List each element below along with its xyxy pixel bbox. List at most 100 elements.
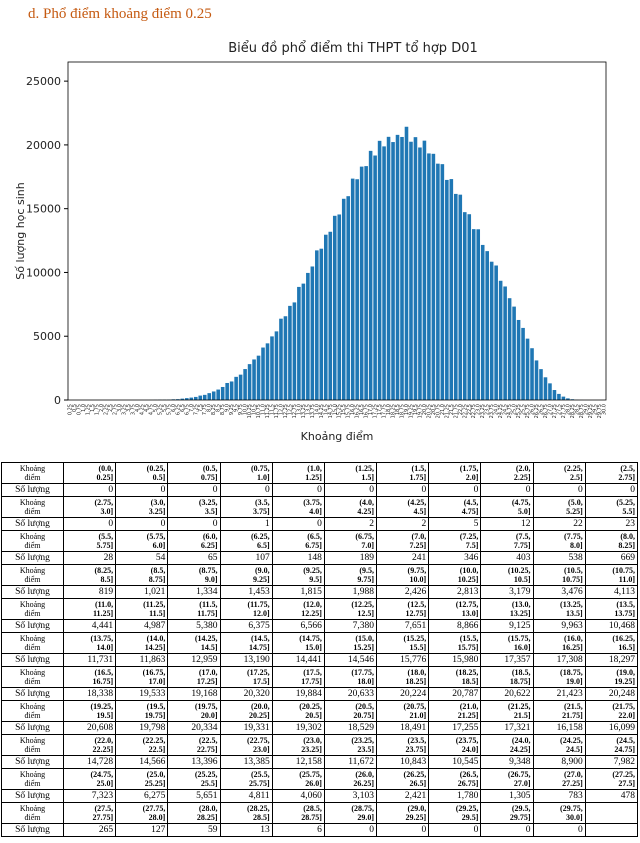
interval-cell: (7.5, 7.75]	[480, 530, 534, 552]
interval-cell-text: (13.25, 13.5]	[560, 600, 583, 618]
interval-cell-text: (14.0, 14.25]	[144, 634, 166, 652]
x-tick-label: 5.75	[166, 404, 172, 415]
count-cell-text: 13	[260, 824, 270, 835]
count-cell: 1	[219, 517, 273, 531]
interval-cell: (0.5, 0.75]	[167, 462, 221, 484]
count-cell-text: 13,190	[243, 654, 270, 665]
bar	[368, 150, 373, 400]
count-cell-text: 54	[155, 552, 166, 563]
bar	[359, 166, 364, 400]
count-cell-text: 20,608	[87, 722, 114, 733]
interval-cell-text: (27.0, 27.25]	[562, 770, 583, 788]
interval-cell-text: (8.5, 8.75]	[148, 566, 166, 584]
row-header: Số lượng	[1, 721, 64, 735]
count-cell-text: 20,334	[191, 722, 218, 733]
row-header-text: Số lượng	[15, 654, 50, 665]
bar	[427, 153, 431, 400]
x-tick-label: 20.25	[426, 404, 432, 418]
bar	[283, 316, 288, 400]
interval-cell-text: (17.0, 17.25]	[196, 668, 218, 686]
interval-cell: (1.5, 1.75]	[376, 462, 430, 484]
y-tick-label: 10000	[26, 266, 61, 279]
bar	[364, 166, 368, 400]
bar	[220, 386, 225, 400]
count-cell: 18,338	[62, 687, 117, 701]
interval-cell: (22.5, 22.75]	[167, 734, 221, 756]
x-tick-label: 9.25	[229, 404, 235, 415]
x-tick-label: 22.25	[462, 404, 468, 418]
x-tick-label: 4.5	[144, 404, 150, 412]
interval-cell: (21.25, 21.5]	[480, 700, 534, 722]
row-header: Số lượng	[1, 823, 64, 837]
count-cell: 783	[532, 789, 586, 803]
interval-cell: (4.75, 5.0]	[480, 496, 534, 518]
interval-cell: (16.75, 17.0]	[115, 666, 169, 688]
count-cell-text: 22	[573, 518, 583, 529]
interval-cell-text: (27.25, 27.5]	[612, 770, 635, 788]
count-cell-text: 0	[630, 484, 635, 495]
x-tick-label: 20.0	[422, 404, 428, 415]
bar	[297, 286, 301, 400]
count-cell: 241	[376, 551, 430, 565]
x-tick-label: 19.75	[417, 404, 423, 418]
bar	[319, 248, 324, 400]
count-cell: 6,275	[115, 789, 169, 803]
interval-cell-text: (0.75, 1.0]	[251, 464, 270, 482]
bar	[548, 383, 552, 400]
interval-cell-text: (9.75, 10.0]	[407, 566, 427, 584]
interval-cell: (1.25, 1.5]	[323, 462, 378, 484]
count-cell: 0	[532, 823, 586, 837]
interval-cell: (20.5, 20.75]	[323, 700, 378, 722]
interval-cell: (0.0, 0.25]	[62, 462, 117, 484]
count-cell-text: 19,798	[139, 722, 166, 733]
x-tick-label: 25.0	[512, 404, 518, 415]
count-cell-text: 1,334	[196, 586, 218, 597]
interval-cell-text: (28.0, 28.25]	[196, 804, 218, 822]
interval-cell: (2.75, 3.0]	[62, 496, 117, 518]
count-cell-text: 9,348	[509, 756, 531, 767]
count-cell: 20,248	[584, 687, 639, 701]
count-cell: 15,776	[376, 653, 430, 667]
count-cell-text: 19,302	[295, 722, 322, 733]
count-cell-text: 5	[473, 518, 479, 529]
row-header-text: Số lượng	[15, 756, 50, 767]
count-row: Số lượng 0 0 0 0 0 0 0 0 0 0 0	[1, 483, 639, 497]
interval-cell: (2.0, 2.25]	[480, 462, 534, 484]
x-tick-label: 1.25	[86, 404, 92, 415]
interval-cell-text: (1.5, 1.75]	[409, 464, 427, 482]
bar	[310, 266, 315, 400]
interval-cell: (3.25, 3.5]	[167, 496, 221, 518]
x-tick-label: 3.25	[122, 404, 128, 415]
bar	[202, 394, 207, 400]
y-axis-label: Số lượng học sinh	[14, 182, 27, 279]
x-tick-label: 28.25	[570, 404, 576, 418]
row-header-text: Khoảng điểm	[19, 736, 46, 754]
x-tick-label: 16.25	[355, 404, 361, 418]
bar	[525, 338, 530, 400]
count-cell-text: 10,843	[400, 756, 427, 767]
x-tick-label: 19.0	[404, 404, 410, 415]
count-row: Số lượng 14,728 14,566 13,396 13,385 12,158 11…	[1, 755, 639, 769]
count-cell-text: 0	[577, 484, 583, 495]
count-cell-text: 14,546	[347, 654, 375, 665]
x-tick-label: 24.75	[507, 404, 513, 418]
count-cell: 4,441	[62, 619, 117, 633]
bar	[350, 178, 355, 400]
bar	[409, 141, 413, 400]
x-tick-label: 7.5	[198, 404, 204, 412]
count-cell: 346	[428, 551, 482, 565]
count-cell: 4,060	[271, 789, 325, 803]
interval-cell: (21.75, 22.0]	[584, 700, 639, 722]
x-tick-label: 2.25	[104, 404, 110, 415]
count-cell-text: 0	[369, 824, 375, 835]
count-cell: 9,348	[480, 755, 534, 769]
x-tick-label: 11.5	[269, 404, 275, 415]
bar	[462, 212, 467, 400]
count-cell-text: 21,423	[556, 688, 583, 699]
interval-cell-text: (4.0, 4.25]	[357, 498, 375, 516]
count-cell: 21,423	[532, 687, 586, 701]
count-cell-text: 7,323	[91, 790, 114, 801]
interval-cell: (6.5, 6.75]	[271, 530, 325, 552]
row-header: Số lượng	[1, 551, 64, 565]
interval-cell: (12.25, 12.5]	[323, 598, 378, 620]
